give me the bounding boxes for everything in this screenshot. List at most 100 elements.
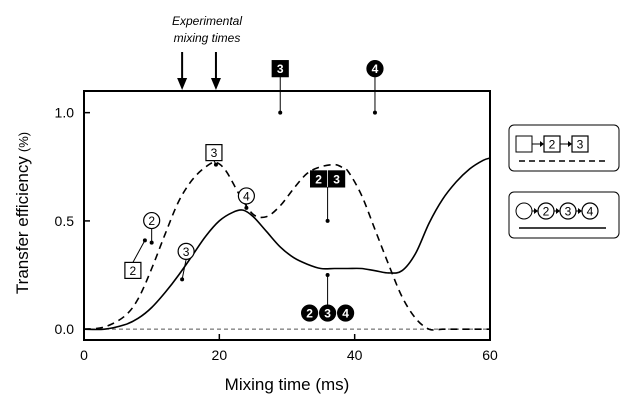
plot-frame (83, 90, 491, 341)
marker-point (325, 218, 330, 223)
glyph-label: 3 (211, 146, 218, 160)
glyph-circle-open: 3 (559, 202, 577, 220)
glyph-square-filled: 3 (328, 170, 346, 188)
legend-arrowhead (568, 141, 572, 147)
marker-point (244, 205, 249, 210)
legend-start-circle (515, 202, 533, 220)
glyph-circle (581, 202, 599, 220)
experimental-arrow-head (177, 78, 188, 90)
glyph-box (271, 60, 289, 78)
legend-start-square (515, 135, 533, 153)
legend-arrowhead (578, 208, 582, 214)
glyph-box (328, 170, 346, 188)
marker-point (142, 238, 147, 243)
marker-3: 3 (271, 60, 289, 115)
marker-3: 3 (177, 242, 195, 282)
glyph-circle (337, 304, 355, 322)
glyph-label: 3 (277, 62, 284, 76)
series-dashed-line (83, 161, 490, 331)
glyph-label: 3 (333, 172, 340, 186)
glyph-label: 2 (148, 214, 155, 228)
glyph-circle-open: 2 (537, 202, 555, 220)
glyph-label: 2 (549, 138, 556, 152)
glyph-square-open: 3 (205, 144, 223, 162)
glyph-square-open: 3 (571, 135, 589, 153)
glyph-circle-open: 2 (143, 211, 161, 230)
arrows-label-line1: Experimental (172, 14, 242, 28)
glyph-label: 3 (324, 307, 331, 321)
legend-box (508, 124, 620, 172)
marker-point (149, 240, 154, 245)
glyph-box (205, 144, 223, 162)
glyph-box (310, 170, 328, 188)
glyph-box (124, 261, 142, 279)
glyph-square-filled: 2 (310, 170, 328, 188)
legend-arrowhead (534, 208, 538, 214)
glyph-square-filled: 3 (271, 60, 289, 78)
glyph-circle (319, 304, 337, 322)
glyph-circle-open: 4 (581, 202, 599, 220)
marker-leader (132, 240, 146, 263)
x-axis-title: Mixing time (ms) (225, 375, 350, 394)
glyph-label: 3 (183, 245, 190, 259)
x-tick-label: 60 (482, 347, 498, 363)
glyph-label: 3 (565, 205, 572, 219)
glyph-square-open: 2 (124, 261, 142, 279)
marker-2: 2 (143, 211, 161, 245)
glyph-circle-filled: 4 (366, 60, 384, 78)
legend-arrowhead (540, 141, 544, 147)
glyph-circle (301, 304, 319, 322)
y-axis-title-unit: (%) (16, 132, 31, 152)
marker-point (372, 110, 377, 115)
legend-arrowhead (556, 208, 560, 214)
glyph-label: 3 (577, 138, 584, 152)
glyph-circle-filled: 2 (301, 304, 319, 322)
glyph-label: 4 (372, 62, 379, 76)
y-tick-label: 1.0 (55, 105, 75, 121)
legend: 2 32 3 4 (508, 124, 620, 239)
glyph-label: 2 (315, 172, 322, 186)
marker-point (180, 277, 185, 282)
glyph-label: 4 (587, 205, 594, 219)
marker-3: 3 (205, 144, 223, 167)
glyph-circle (366, 60, 384, 78)
legend-entry-solid: 2 3 4 (508, 191, 620, 239)
glyph-label: 2 (306, 307, 313, 321)
series-layer (83, 157, 491, 331)
marker-point (325, 273, 330, 278)
glyph-circle (177, 242, 195, 260)
marker-point (213, 162, 218, 167)
x-tick-label: 0 (80, 347, 88, 363)
arrows-label-line2: mixing times (174, 31, 241, 45)
glyph-circle-open: 4 (237, 187, 255, 205)
marker-2: 2 (124, 238, 147, 279)
glyph-circle-filled: 4 (337, 304, 355, 322)
axis-titles: Mixing time (ms) Transfer efficiency (%) (13, 132, 349, 394)
marker-4: 4 (366, 60, 384, 115)
glyph-box (571, 135, 589, 153)
marker-point (278, 110, 283, 115)
marker-4: 4 (237, 187, 255, 210)
glyph-label: 2 (543, 205, 550, 219)
axes-layer: 0 20 40 60 0.0 0.5 1.0 (55, 105, 498, 363)
x-tick-label: 40 (347, 347, 363, 363)
glyph-circle (143, 211, 161, 230)
glyph-circle-open: 3 (177, 242, 195, 260)
glyph-square-open: 2 (543, 135, 561, 153)
series-solid-line (83, 157, 491, 331)
y-axis-title-main: Transfer efficiency (13, 156, 32, 294)
glyph-label: 4 (342, 307, 349, 321)
glyph-circle (237, 187, 255, 205)
glyph-label: 4 (243, 189, 250, 203)
marker-leader (181, 259, 187, 280)
y-tick-label: 0.0 (55, 321, 75, 337)
glyph-circle-filled: 3 (319, 304, 337, 322)
glyph-label: 2 (130, 264, 137, 278)
experimental-arrows: Experimental mixing times (172, 14, 242, 90)
y-tick-label: 0.5 (55, 213, 75, 229)
